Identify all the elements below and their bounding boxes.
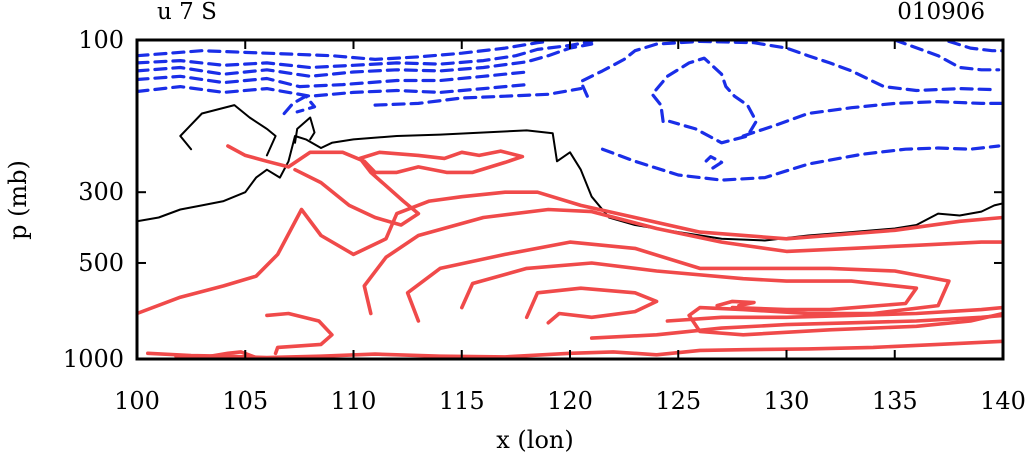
title-right: 010906: [897, 0, 985, 25]
positive-contour-5: [524, 286, 659, 325]
positive-contour-6: [715, 299, 756, 308]
x-tick-label: 140: [980, 387, 1026, 415]
positive-contour-3: [405, 240, 1003, 337]
y-tick-label: 500: [78, 249, 124, 277]
zero-contour-2: [179, 104, 277, 157]
negative-contour-12: [947, 40, 1003, 53]
x-axis-label: x (lon): [496, 426, 573, 454]
zero-contour-1: [137, 129, 1003, 242]
x-tick-label: 110: [331, 387, 377, 415]
x-tick-label: 100: [114, 387, 160, 415]
x-tick-label: 105: [222, 387, 268, 415]
x-tick-label: 130: [764, 387, 810, 415]
negative-contour-14: [702, 155, 724, 170]
positive-contour-1: [137, 190, 1003, 316]
y-tick-label: 1000: [63, 345, 124, 373]
zero-contour-3: [294, 116, 316, 144]
x-tick-label: 135: [872, 387, 918, 415]
negative-contour-4: [137, 70, 529, 89]
negative-contour-6: [282, 94, 317, 116]
positive-contour-8: [265, 311, 334, 356]
contour-lines: [137, 40, 1003, 359]
x-tick-label: 125: [655, 387, 701, 415]
negative-contour-7: [373, 87, 583, 107]
positive-contour-4: [460, 261, 919, 312]
y-tick-label: 100: [78, 26, 124, 54]
negative-contour-2: [137, 40, 594, 70]
negative-contour-11: [893, 40, 1001, 72]
y-tick-label: 300: [78, 178, 124, 206]
negative-contour-13: [650, 56, 758, 145]
axis-ticks: 100 105 110 115 120 125 130 135 140 100 300 500 1000: [63, 26, 1026, 415]
y-axis-label: p (mb): [4, 160, 32, 240]
positive-contour-7: [226, 144, 525, 227]
negative-contour-9: [600, 144, 1001, 182]
negative-contour-8: [579, 40, 994, 98]
x-tick-label: 120: [547, 387, 593, 415]
positive-contour-12: [589, 313, 1003, 340]
title-left: u 7 S: [157, 0, 217, 25]
negative-contour-5: [137, 83, 529, 98]
negative-contour-1: [137, 40, 550, 61]
positive-contour-2: [362, 207, 1003, 316]
negative-contour-3: [137, 42, 594, 78]
x-tick-label: 115: [439, 387, 485, 415]
positive-contour-11: [665, 305, 1003, 323]
negative-contour-10: [741, 100, 1003, 138]
